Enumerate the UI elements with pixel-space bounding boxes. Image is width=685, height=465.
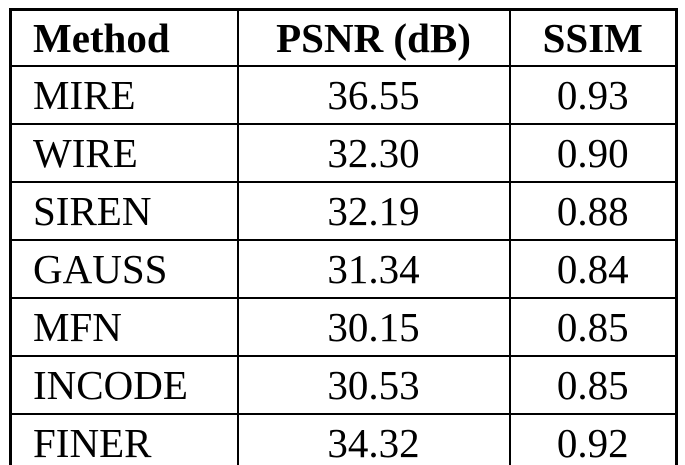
cell-method: INCODE: [9, 355, 239, 415]
table-row: GAUSS 31.34 0.84: [9, 239, 678, 299]
cell-ssim-value: 0.84: [508, 239, 678, 299]
cell-ssim-value: 0.88: [508, 181, 678, 241]
table-row: MFN 30.15 0.85: [9, 297, 678, 357]
cell-method: FINER: [9, 413, 239, 465]
cell-ssim-value: 0.90: [508, 123, 678, 183]
cell-psnr-value: 34.32: [236, 413, 511, 465]
table-row: INCODE 30.53 0.85: [9, 355, 678, 415]
column-header-ssim: SSIM: [508, 8, 678, 67]
table-row: SIREN 32.19 0.88: [9, 181, 678, 241]
cell-ssim-value: 0.92: [508, 413, 678, 465]
cell-psnr-value: 30.53: [236, 355, 511, 415]
cell-ssim-value: 0.93: [508, 65, 678, 125]
table-row: MIRE 36.55 0.93: [9, 65, 678, 125]
cell-ssim-value: 0.85: [508, 355, 678, 415]
cell-psnr-value: 32.30: [236, 123, 511, 183]
cell-psnr-value: 32.19: [236, 181, 511, 241]
table-body: MIRE 36.55 0.93 WIRE 32.30 0.90 SIREN 32…: [9, 65, 678, 465]
cell-psnr-value: 30.15: [236, 297, 511, 357]
cell-method: GAUSS: [9, 239, 239, 299]
cell-psnr-value: 31.34: [236, 239, 511, 299]
cell-method: MIRE: [9, 65, 239, 125]
table-header: Method PSNR (dB) SSIM: [9, 8, 678, 67]
cell-method: SIREN: [9, 181, 239, 241]
header-row: Method PSNR (dB) SSIM: [9, 8, 678, 67]
table-row: WIRE 32.30 0.90: [9, 123, 678, 183]
cell-psnr-value: 36.55: [236, 65, 511, 125]
cell-method: MFN: [9, 297, 239, 357]
cell-ssim-value: 0.85: [508, 297, 678, 357]
cell-method: WIRE: [9, 123, 239, 183]
column-header-psnr: PSNR (dB): [236, 8, 511, 67]
column-header-method: Method: [9, 8, 239, 67]
results-table: Method PSNR (dB) SSIM MIRE 36.55 0.93 WI…: [9, 8, 678, 465]
table-row: FINER 34.32 0.92: [9, 413, 678, 465]
